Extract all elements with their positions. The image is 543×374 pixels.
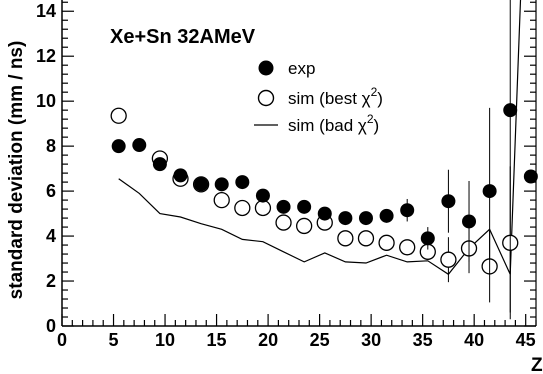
y-tick-label: 6 (46, 181, 56, 201)
x-axis: 0 5 10 15 20 25 30 35 40 45 (57, 314, 537, 350)
exp-point (111, 139, 126, 154)
legend-label-bad: sim (bad χ2) (288, 112, 379, 135)
chart-title: Xe+Sn 32AMeV (110, 26, 256, 48)
sim-best-point (337, 230, 354, 247)
exp-point (523, 169, 538, 184)
x-tick-label: 35 (413, 330, 433, 350)
sim-best-point (213, 191, 230, 209)
x-tick-label: 45 (516, 330, 536, 350)
legend: exp sim (best χ2) sim (bad χ2) (254, 59, 383, 135)
y-tick-label: 8 (46, 136, 56, 156)
sim-best-point (254, 199, 272, 217)
exp-point (462, 214, 477, 229)
x-tick-label: 15 (207, 330, 227, 350)
exp-point (276, 199, 291, 214)
exp-point (194, 177, 209, 192)
sim-best-point (296, 217, 313, 235)
legend-marker-best (257, 89, 275, 107)
x-tick-label: 30 (361, 330, 381, 350)
y-axis-title: standard deviation (mm / ns) (6, 41, 27, 300)
y-tick-label: 10 (36, 91, 56, 111)
x-tick-label: 40 (464, 330, 484, 350)
legend-marker-exp (258, 60, 274, 76)
exp-point (482, 184, 497, 199)
exp-point (173, 168, 188, 183)
exp-point (441, 194, 456, 209)
sim-best-point (275, 214, 292, 231)
x-axis-title: Z (531, 355, 543, 374)
exp-point (379, 208, 394, 223)
exp-point (132, 138, 147, 153)
series-sim-bad (118, 0, 522, 276)
y-tick-label: 0 (46, 316, 56, 336)
exp-point (317, 206, 332, 221)
x-tick-label: 0 (57, 330, 67, 350)
exp-point (235, 175, 250, 190)
exp-point (214, 177, 229, 192)
x-tick-label: 10 (155, 330, 175, 350)
x-tick-label: 20 (258, 330, 278, 350)
y-tick-label: 2 (46, 271, 56, 291)
x-tick-label: 25 (310, 330, 330, 350)
sim-best-point (357, 230, 375, 247)
sim-bad-line (118, 0, 522, 276)
plot-frame (61, 0, 537, 327)
sim-best-point (440, 251, 457, 268)
legend-label-exp: exp (288, 59, 315, 78)
y-axis: 0 2 4 6 8 10 12 14 (36, 1, 536, 336)
exp-point (152, 157, 167, 172)
y-tick-label: 4 (46, 226, 56, 246)
x-tick-label: 5 (109, 330, 119, 350)
exp-point (420, 231, 435, 246)
sim-best-point (378, 234, 395, 251)
sim-best-point (399, 239, 416, 256)
sim-best-point (234, 199, 251, 217)
exp-point (297, 199, 312, 214)
y-tick-label: 12 (36, 46, 56, 66)
exp-point (503, 103, 518, 118)
legend-label-best: sim (best χ2) (288, 85, 383, 108)
series-exp (111, 0, 538, 313)
series-sim-best (110, 107, 519, 320)
sim-best-point (110, 107, 127, 124)
exp-point (255, 188, 270, 203)
y-tick-label: 14 (36, 1, 56, 21)
exp-point (338, 211, 353, 226)
exp-point (400, 203, 415, 218)
exp-point (358, 211, 373, 226)
